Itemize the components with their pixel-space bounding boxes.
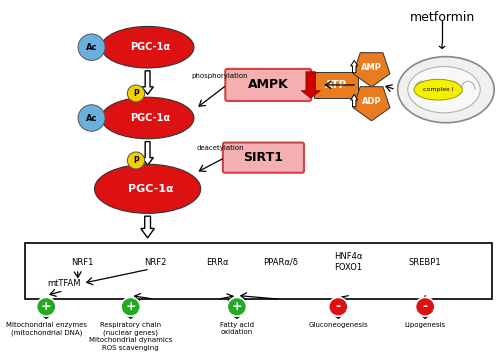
Polygon shape [141, 216, 154, 238]
Ellipse shape [101, 26, 194, 68]
Polygon shape [353, 53, 390, 87]
Text: Gluconeogenesis: Gluconeogenesis [308, 322, 368, 328]
Polygon shape [301, 72, 320, 98]
Polygon shape [353, 87, 390, 121]
Text: PGC-1α: PGC-1α [128, 184, 174, 194]
Polygon shape [142, 142, 154, 165]
FancyBboxPatch shape [314, 72, 358, 98]
Text: +: + [232, 300, 242, 313]
Text: NRF1: NRF1 [71, 258, 94, 267]
Text: Ac: Ac [86, 43, 98, 52]
Text: ATP: ATP [325, 80, 347, 90]
Text: Mitochondrial enzymes
(mitochondrial DNA): Mitochondrial enzymes (mitochondrial DNA… [6, 322, 86, 336]
FancyBboxPatch shape [25, 243, 492, 299]
Text: P: P [133, 89, 139, 98]
FancyBboxPatch shape [226, 69, 311, 101]
Circle shape [328, 297, 348, 316]
Text: +: + [126, 300, 136, 313]
Text: AMP: AMP [361, 64, 382, 72]
Text: Fatty acid
oxidation: Fatty acid oxidation [220, 322, 254, 335]
Text: +: + [41, 300, 51, 313]
Circle shape [128, 152, 144, 169]
Polygon shape [142, 71, 154, 94]
Text: PPARα/δ: PPARα/δ [263, 258, 298, 267]
Text: AMPK: AMPK [248, 78, 288, 91]
Circle shape [416, 297, 435, 316]
Text: Ac: Ac [86, 114, 98, 122]
Text: phosphorylation: phosphorylation [192, 72, 248, 78]
Ellipse shape [94, 164, 200, 213]
Text: Lipogenesis: Lipogenesis [404, 322, 446, 328]
Text: complex I: complex I [423, 87, 454, 92]
Ellipse shape [414, 79, 463, 100]
Circle shape [121, 297, 141, 316]
Text: P: P [133, 156, 139, 165]
Text: ADP: ADP [362, 97, 382, 107]
Text: -: - [336, 300, 341, 313]
Text: SREBP1: SREBP1 [409, 258, 442, 267]
Text: deacetylation: deacetylation [196, 145, 244, 151]
Text: NRF2: NRF2 [144, 258, 166, 267]
Ellipse shape [408, 67, 480, 113]
Text: -: - [422, 300, 428, 313]
Text: ERRα: ERRα [206, 258, 229, 267]
Text: metformin: metformin [410, 11, 474, 24]
Text: PGC-1α: PGC-1α [130, 42, 170, 52]
Circle shape [78, 34, 105, 60]
Circle shape [78, 105, 105, 131]
Text: SIRT1: SIRT1 [244, 151, 284, 164]
FancyBboxPatch shape [223, 143, 304, 173]
Text: mtTFAM: mtTFAM [47, 279, 80, 288]
Circle shape [128, 85, 144, 102]
Circle shape [227, 297, 246, 316]
Text: HNF4α
FOXO1: HNF4α FOXO1 [334, 252, 362, 273]
Circle shape [36, 297, 56, 316]
Ellipse shape [101, 97, 194, 139]
Text: Respiratory chain
(nuclear genes)
Mitochondrial dynamics
ROS scavenging: Respiratory chain (nuclear genes) Mitoch… [89, 322, 172, 351]
Ellipse shape [398, 56, 494, 123]
Text: PGC-1α: PGC-1α [130, 113, 170, 123]
